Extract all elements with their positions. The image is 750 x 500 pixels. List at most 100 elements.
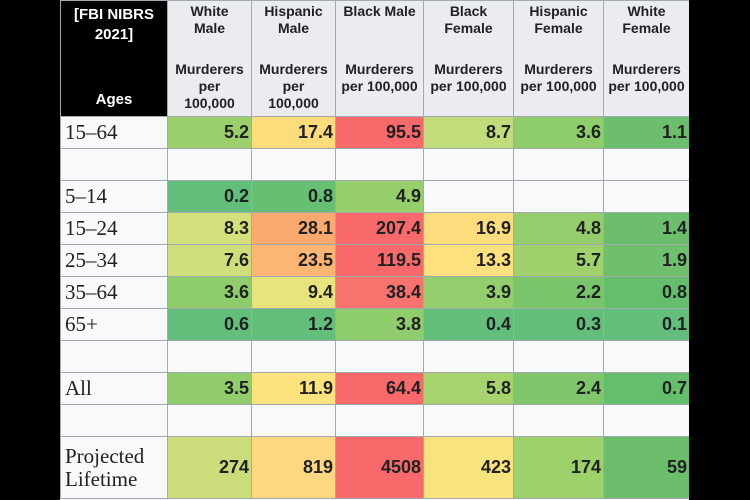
corner-header-cell: [FBI NIBRS 2021] Ages	[60, 0, 168, 117]
blank-cell	[603, 404, 689, 437]
col-name-line2: Female	[444, 20, 493, 36]
empty-cell	[423, 180, 514, 213]
col-name-line2: Female	[534, 20, 583, 36]
column-header-white-male[interactable]: White Male Murderers per 100,000	[167, 0, 252, 117]
row-label-line2: Lifetime	[65, 466, 138, 491]
value-cell: 274	[167, 436, 252, 499]
col-name-line1: White	[190, 3, 229, 19]
col-sub-line1: Murderers	[612, 61, 681, 77]
col-sub-line2: per 100,000	[520, 78, 597, 94]
table-row: 15–24 8.3 28.1 207.4 16.9 4.8 1.4	[60, 212, 689, 245]
value-cell: 3.6	[513, 116, 604, 149]
value-cell: 2.2	[513, 276, 604, 309]
table-row: All 3.5 11.9 64.4 5.8 2.4 0.7	[60, 372, 689, 405]
spacer-row	[60, 404, 689, 437]
value-cell: 95.5	[335, 116, 424, 149]
empty-cell	[603, 180, 689, 213]
value-cell: 0.3	[513, 308, 604, 341]
value-cell: 0.4	[423, 308, 514, 341]
col-sub-line2: per 100,000	[430, 78, 507, 94]
value-cell: 8.7	[423, 116, 514, 149]
row-label-cell	[60, 404, 168, 437]
value-cell: 423	[423, 436, 514, 499]
value-cell: 3.9	[423, 276, 514, 309]
value-cell: 0.8	[251, 180, 336, 213]
value-cell: 819	[251, 436, 336, 499]
corner-ages-label: Ages	[95, 91, 133, 108]
table-row: 5–14 0.2 0.8 4.9	[60, 180, 689, 213]
table-row: Projected Lifetime 274 819 4508 423 174 59	[60, 436, 689, 499]
value-cell: 64.4	[335, 372, 424, 405]
col-sub-line2: per	[282, 78, 305, 94]
value-cell: 1.4	[603, 212, 689, 245]
row-label-cell	[60, 340, 168, 373]
value-cell: 3.6	[167, 276, 252, 309]
col-sub-line3: 100,000	[184, 95, 235, 111]
value-cell: 2.4	[513, 372, 604, 405]
value-cell: 7.6	[167, 244, 252, 277]
col-name-line1: Hispanic	[264, 3, 323, 19]
col-sub-line3: 100,000	[268, 95, 319, 111]
row-label-cell: 25–34	[60, 244, 168, 277]
value-cell: 3.5	[167, 372, 252, 405]
col-sub-line2: per 100,000	[341, 78, 418, 94]
value-cell: 4.9	[335, 180, 424, 213]
spacer-row	[60, 148, 689, 181]
value-cell: 0.2	[167, 180, 252, 213]
table-row: 65+ 0.6 1.2 3.8 0.4 0.3 0.1	[60, 308, 689, 341]
blank-cell	[423, 404, 514, 437]
blank-cell	[167, 340, 252, 373]
col-name-line1: Black	[449, 3, 488, 19]
murder-rate-table: [FBI NIBRS 2021] Ages White Male Murderer…	[60, 0, 689, 499]
value-cell: 5.2	[167, 116, 252, 149]
value-cell: 174	[513, 436, 604, 499]
value-cell: 13.3	[423, 244, 514, 277]
table-row: 25–34 7.6 23.5 119.5 13.3 5.7 1.9	[60, 244, 689, 277]
value-cell: 0.6	[167, 308, 252, 341]
row-label-cell: 35–64	[60, 276, 168, 309]
value-cell: 11.9	[251, 372, 336, 405]
corner-source-line2: 2021]	[94, 26, 134, 43]
value-cell: 0.1	[603, 308, 689, 341]
value-cell: 38.4	[335, 276, 424, 309]
col-name-line1: White	[627, 3, 666, 19]
col-name-line2: Male	[193, 20, 226, 36]
empty-cell	[513, 180, 604, 213]
value-cell: 8.3	[167, 212, 252, 245]
row-label-cell: Projected Lifetime	[60, 436, 168, 499]
murder-rate-table-frame: [FBI NIBRS 2021] Ages White Male Murderer…	[60, 0, 689, 500]
col-sub-line2: per 100,000	[608, 78, 685, 94]
row-label-cell: 5–14	[60, 180, 168, 213]
table-row: 35–64 3.6 9.4 38.4 3.9 2.2 0.8	[60, 276, 689, 309]
blank-cell	[335, 148, 424, 181]
row-label-cell: 15–24	[60, 212, 168, 245]
value-cell: 9.4	[251, 276, 336, 309]
blank-cell	[335, 404, 424, 437]
blank-cell	[167, 148, 252, 181]
column-header-black-male[interactable]: Black Male Murderers per 100,000	[335, 0, 424, 117]
blank-cell	[423, 148, 514, 181]
col-name-line2: Female	[622, 20, 671, 36]
blank-cell	[251, 340, 336, 373]
value-cell: 3.8	[335, 308, 424, 341]
row-label-line1: Projected	[65, 443, 145, 468]
blank-cell	[513, 148, 604, 181]
value-cell: 0.8	[603, 276, 689, 309]
column-header-black-female[interactable]: Black Female Murderers per 100,000	[423, 0, 514, 117]
col-sub-line1: Murderers	[259, 61, 328, 77]
column-header-hispanic-male[interactable]: Hispanic Male Murderers per 100,000	[251, 0, 336, 117]
value-cell: 23.5	[251, 244, 336, 277]
column-header-hispanic-female[interactable]: Hispanic Female Murderers per 100,000	[513, 0, 604, 117]
blank-cell	[251, 148, 336, 181]
blank-cell	[603, 148, 689, 181]
table-body: 15–64 5.2 17.4 95.5 8.7 3.6 1.1 5–14 0.2 0.8 4.9 15…	[60, 116, 689, 499]
value-cell: 119.5	[335, 244, 424, 277]
value-cell: 1.2	[251, 308, 336, 341]
value-cell: 1.9	[603, 244, 689, 277]
table-row: 15–64 5.2 17.4 95.5 8.7 3.6 1.1	[60, 116, 689, 149]
value-cell: 59	[603, 436, 689, 499]
value-cell: 28.1	[251, 212, 336, 245]
col-name-line1: Black Male	[343, 3, 416, 19]
column-header-white-female[interactable]: White Female Murderers per 100,000	[603, 0, 689, 117]
row-label-cell: 15–64	[60, 116, 168, 149]
